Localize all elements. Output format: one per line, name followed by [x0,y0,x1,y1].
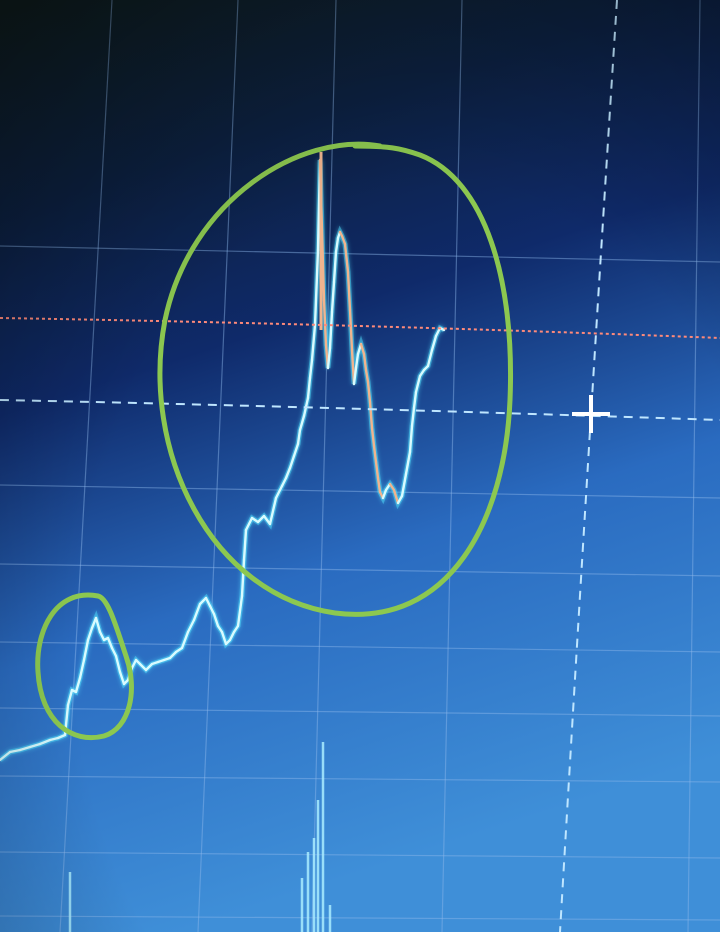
trading-chart [0,0,720,932]
chart-screen-photo [0,0,720,932]
screen-vignette [0,0,720,932]
